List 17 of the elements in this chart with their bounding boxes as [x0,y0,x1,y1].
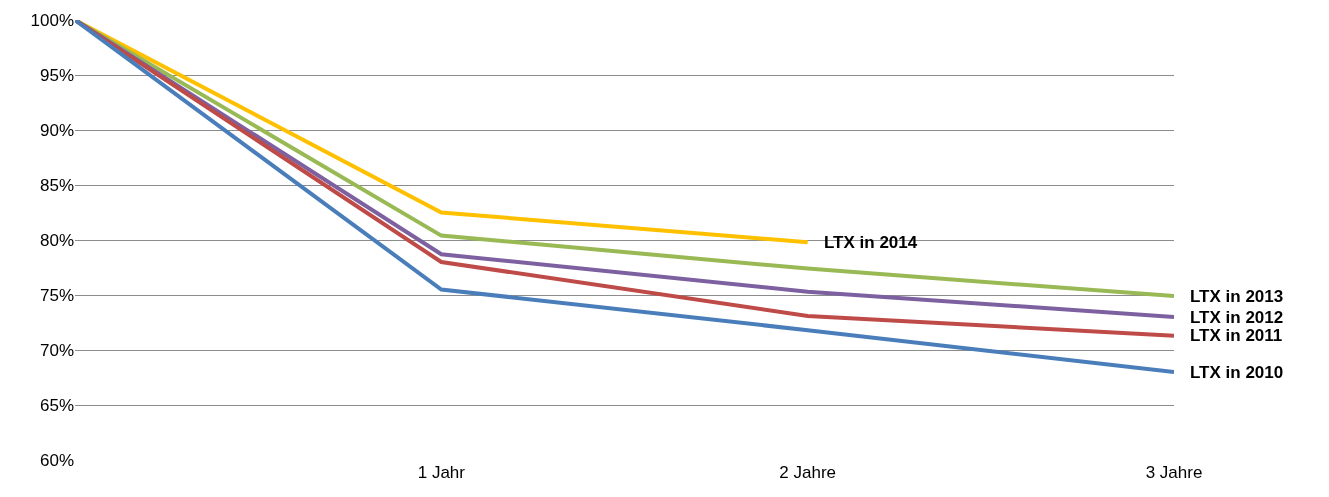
x-tick-label: 1 Jahr [417,463,466,482]
y-tick-label: 70% [39,340,74,360]
series-label: LTX in 2012 [1190,308,1284,327]
x-tick-label: 3 Jahre [1145,463,1203,482]
y-tick-label: 100% [30,10,74,30]
series-label: LTX in 2011 [1190,326,1283,345]
series-label: LTX in 2010 [1190,363,1284,382]
y-tick-label: 85% [39,175,74,195]
y-tick-label: 95% [39,65,74,85]
y-tick-label: 80% [39,230,74,250]
series-label: LTX in 2013 [1190,287,1284,306]
y-tick-label: 75% [39,285,74,305]
y-tick-label: 90% [39,120,74,140]
y-tick-label: 60% [39,450,74,470]
y-tick-label: 65% [39,395,74,415]
x-tick-label: 2 Jahre [779,463,837,482]
series-label: LTX in 2014 [824,233,918,252]
